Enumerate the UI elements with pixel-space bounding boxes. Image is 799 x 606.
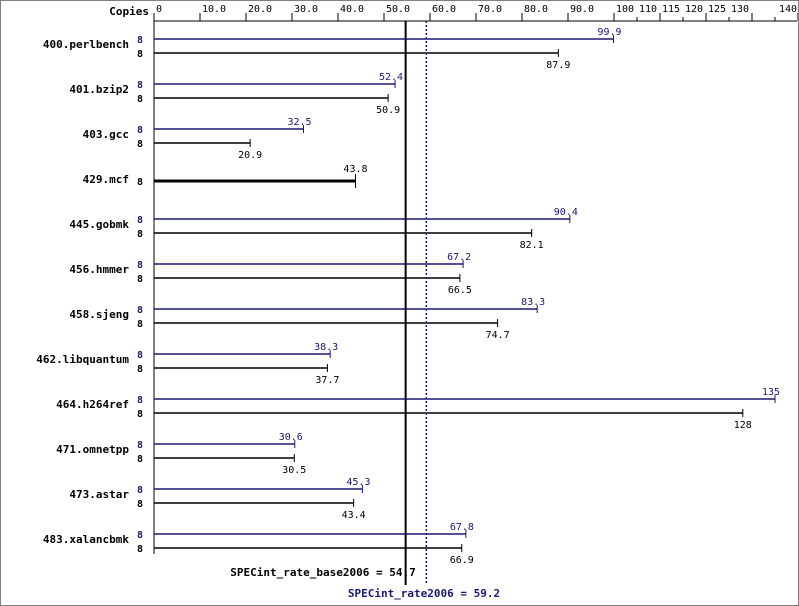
peak-copies: 8 [137, 35, 143, 46]
peak-copies: 8 [137, 440, 143, 451]
benchmark-label: 458.sjeng [69, 308, 129, 321]
benchmark-label: 473.astar [69, 488, 129, 501]
bars: 400.perlbench 8 99.9 8 87.9 401.bzip2 8 52.4 8 50… [36, 27, 780, 566]
x-tick-label: 60.0 [432, 4, 456, 15]
x-tick-label: 130 [731, 4, 749, 15]
reference-lines: SPECint_rate_base2006 = 54.7 SPECint_rate… [230, 21, 500, 600]
base-value-label: 128 [734, 420, 752, 431]
benchmark-label: 445.gobmk [69, 218, 129, 231]
peak-copies: 8 [137, 125, 143, 136]
peak-copies: 8 [137, 80, 143, 91]
peak-value-label: 90.4 [554, 207, 578, 218]
base-value-label: 50.9 [376, 105, 400, 116]
benchmark-label: 429.mcf [83, 173, 129, 186]
base-copies: 8 [137, 177, 143, 188]
base-copies: 8 [137, 229, 143, 240]
base-value-label: 74.7 [486, 330, 510, 341]
peak-value-label: 67.2 [447, 252, 471, 263]
benchmark-label: 471.omnetpp [56, 443, 129, 456]
peak-value-label: 135 [762, 387, 780, 398]
x-tick-label: 110 [639, 4, 657, 15]
x-axis: 0 10.0 20.0 30.0 40.0 50.0 60.0 70.0 80.0 90.0 100… [153, 4, 798, 554]
base-value-label: 30.5 [282, 465, 306, 476]
base-copies: 8 [137, 274, 143, 285]
base-copies: 8 [137, 49, 143, 60]
base-value-label: 82.1 [520, 240, 544, 251]
base-value-label: 66.9 [450, 555, 474, 566]
copies-header: Copies [109, 5, 149, 18]
base-value-label: 87.9 [546, 60, 570, 71]
x-tick-label: 90.0 [570, 4, 594, 15]
base-copies: 8 [137, 454, 143, 465]
base-value-label: 37.7 [315, 375, 339, 386]
base-copies: 8 [137, 364, 143, 375]
base-value-label: 43.4 [342, 510, 366, 521]
base-copies: 8 [137, 319, 143, 330]
x-tick-label: 50.0 [386, 4, 410, 15]
x-tick-label: 0 [156, 4, 162, 15]
base-value-label: 20.9 [238, 150, 262, 161]
base-copies: 8 [137, 139, 143, 150]
benchmark-label: 403.gcc [83, 128, 129, 141]
x-tick-label: 100 [616, 4, 634, 15]
base-copies: 8 [137, 499, 143, 510]
peak-copies: 8 [137, 485, 143, 496]
x-tick-label: 70.0 [478, 4, 502, 15]
x-tick-label: 125 [708, 4, 726, 15]
peak-copies: 8 [137, 350, 143, 361]
x-tick-label: 20.0 [248, 4, 272, 15]
peak-value-label: 32.5 [287, 117, 311, 128]
peak-copies: 8 [137, 260, 143, 271]
peak-value-label: 99.9 [597, 27, 621, 38]
peak-copies: 8 [137, 530, 143, 541]
benchmark-label: 464.h264ref [56, 398, 129, 411]
peak-copies: 8 [137, 215, 143, 226]
base-reference-label: SPECint_rate_base2006 = 54.7 [230, 566, 415, 579]
peak-value-label: 52.4 [379, 72, 403, 83]
base-copies: 8 [137, 544, 143, 555]
base-value-label: 43.8 [343, 164, 367, 175]
peak-copies: 8 [137, 305, 143, 316]
peak-value-label: 38.3 [314, 342, 338, 353]
peak-reference-label: SPECint_rate2006 = 59.2 [348, 587, 500, 600]
benchmark-label: 401.bzip2 [69, 83, 129, 96]
peak-copies: 8 [137, 395, 143, 406]
x-tick-label: 140 [779, 4, 797, 15]
benchmark-label: 462.libquantum [36, 353, 129, 366]
benchmark-label: 456.hmmer [69, 263, 129, 276]
base-copies: 8 [137, 409, 143, 420]
benchmark-label: 400.perlbench [43, 38, 129, 51]
x-tick-label: 115 [662, 4, 680, 15]
benchmark-label: 483.xalancbmk [43, 533, 129, 546]
peak-value-label: 45.3 [346, 477, 370, 488]
x-tick-label: 80.0 [524, 4, 548, 15]
base-copies: 8 [137, 94, 143, 105]
x-tick-label: 30.0 [294, 4, 318, 15]
peak-value-label: 83.3 [521, 297, 545, 308]
peak-value-label: 67.8 [450, 522, 474, 533]
x-tick-label: 40.0 [340, 4, 364, 15]
peak-value-label: 30.6 [279, 432, 303, 443]
x-tick-label: 10.0 [202, 4, 226, 15]
base-value-label: 66.5 [448, 285, 472, 296]
x-tick-label: 120 [685, 4, 703, 15]
